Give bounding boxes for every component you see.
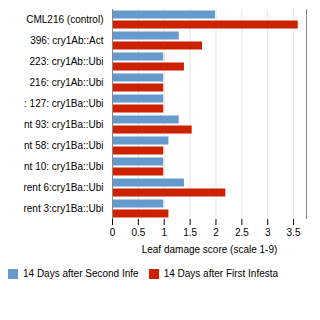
svg-text:Leaf damage score (scale 1-9): Leaf damage score (scale 1-9) <box>142 244 278 255</box>
html-text:14 Days after First Infesta: 14 Days after First Infesta <box>163 268 279 279</box>
svg-text:CML216 (control): CML216 (control) <box>26 14 103 25</box>
svg-text:2.5: 2.5 <box>235 227 249 238</box>
svg-text:rent 6:cry1Ba::Ubi: rent 6:cry1Ba::Ubi <box>23 182 103 193</box>
svg-text:nt 93: cry1Ba::Ubi: nt 93: cry1Ba::Ubi <box>24 119 103 130</box>
svg-text:1: 1 <box>161 227 167 238</box>
svg-text:2: 2 <box>213 227 219 238</box>
svg-text:223: cry1Ab::Ubi: 223: cry1Ab::Ubi <box>30 56 104 67</box>
svg-text:0.5: 0.5 <box>131 227 145 238</box>
svg-text:: 127: cry1Ba::Ubi: : 127: cry1Ba::Ubi <box>24 98 103 109</box>
html-text:14 Days after Second Infe: 14 Days after Second Infe <box>23 268 139 279</box>
svg-text:nt 10: cry1Ba::Ubi: nt 10: cry1Ba::Ubi <box>24 161 103 172</box>
svg-text:nt 58: cry1Ba::Ubi: nt 58: cry1Ba::Ubi <box>24 140 103 151</box>
svg-text:rent 3:cry1Ba::Ubi: rent 3:cry1Ba::Ubi <box>23 203 103 214</box>
svg-text:396: cry1Ab::Act: 396: cry1Ab::Act <box>30 35 104 46</box>
svg-text:1.5: 1.5 <box>183 227 197 238</box>
svg-text:3: 3 <box>265 227 271 238</box>
svg-text:0: 0 <box>110 227 116 238</box>
svg-text:3.5: 3.5 <box>287 227 301 238</box>
svg-text:216: cry1Ab::Ubi: 216: cry1Ab::Ubi <box>30 77 104 88</box>
